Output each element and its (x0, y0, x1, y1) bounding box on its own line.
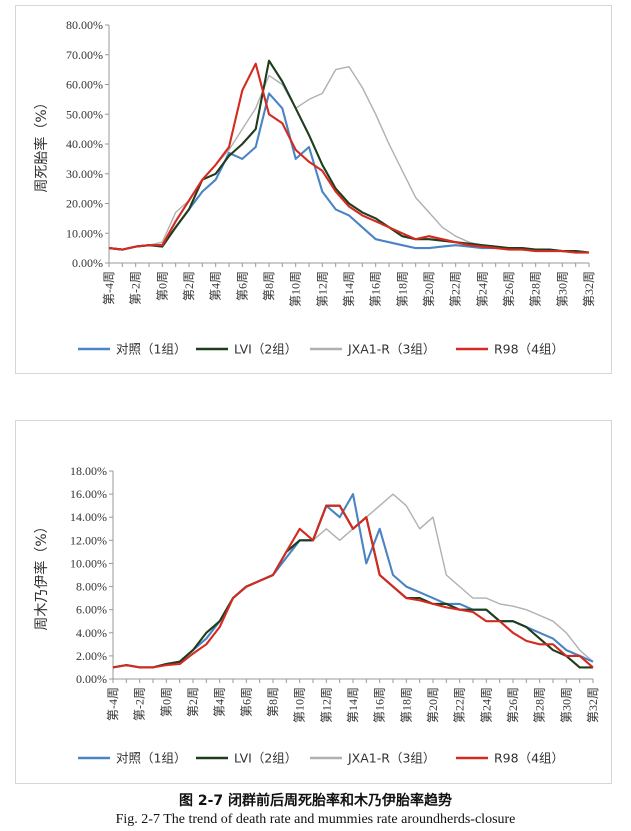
y-tick-label: 70.00% (66, 48, 103, 62)
x-tick-label: 第12周 (319, 687, 333, 723)
figure-caption-zh: 图 2-7 闭群前后周死胎率和木乃伊胎率趋势 (178, 793, 453, 809)
series-line-1 (108, 59, 590, 254)
x-tick-label: 第16周 (373, 687, 387, 723)
y-tick-label: 4.00% (76, 626, 107, 640)
x-tick-label: 第14周 (346, 687, 360, 723)
x-tick-label: 第18周 (395, 271, 409, 307)
legend-label: R98（4组） (494, 751, 564, 766)
x-tick-label: 第8周 (262, 271, 276, 301)
x-tick-label: 第6周 (235, 271, 249, 301)
legend-label: JXA1-R（3组） (347, 751, 435, 766)
series-line-1 (112, 504, 593, 669)
series-line-0 (112, 493, 594, 669)
y-tick-label: 30.00% (66, 167, 103, 181)
y-tick-label: 14.00% (70, 510, 107, 524)
y-tick-label: 6.00% (76, 603, 107, 617)
x-tick-label: 第-2周 (129, 271, 143, 305)
y-tick-label: 10.00% (70, 556, 107, 570)
y-axis-title: 周木乃伊率（%） (33, 519, 50, 630)
x-tick-label: 第32周 (582, 271, 596, 307)
figure-caption-en: Fig. 2-7 The trend of death rate and mum… (115, 812, 516, 827)
y-tick-label: 10.00% (66, 226, 103, 240)
x-tick-label: 第-4周 (106, 687, 120, 721)
mummies-rate-chart: 0.00% 2.00% 4.00% 6.00% 8.00% 10.00% 12.00% 14.… (33, 464, 600, 766)
x-tick-label: 第30周 (555, 271, 569, 307)
x-tick-label: 第26周 (506, 687, 520, 723)
x-tick-label: 第24周 (475, 271, 489, 307)
x-tick-label: 第26周 (502, 271, 516, 307)
death-rate-chart: 0.00% 10.00% 20.00% 30.00% 40.00% 50.00% 60.00… (33, 18, 596, 357)
x-tick-label: 第6周 (239, 687, 253, 717)
y-axis-title: 周死胎率（%） (33, 95, 50, 192)
x-tick-label: 第0周 (155, 271, 169, 301)
y-tick-label: 80.00% (66, 18, 103, 32)
x-tick-label: 第28周 (533, 687, 547, 723)
series-line-2 (112, 493, 594, 669)
y-tick-label: 16.00% (70, 487, 107, 501)
legend-label: 对照（1组） (116, 342, 186, 357)
legend-label: LVI（2组） (234, 342, 297, 357)
x-tick-label: 第16周 (369, 271, 383, 307)
y-tick-label: 40.00% (66, 137, 103, 151)
x-tick-label: 第24周 (479, 687, 493, 723)
legend-label: 对照（1组） (116, 751, 186, 766)
x-tick-label: 第0周 (159, 687, 173, 717)
x-tick-label: 第20周 (422, 271, 436, 307)
y-tick-label: 12.00% (70, 533, 107, 547)
series-line-3 (112, 504, 594, 669)
mummies-rate-chart-panel: 0.00% 2.00% 4.00% 6.00% 8.00% 10.00% 12.00% 14.… (15, 420, 612, 784)
x-tick-label: 第10周 (293, 687, 307, 723)
x-tick-label: 第22周 (449, 271, 463, 307)
x-tick-label: 第-2周 (133, 687, 147, 721)
series-line-0 (108, 92, 590, 254)
x-tick-label: 第32周 (586, 687, 600, 723)
x-tick-label: 第12周 (315, 271, 329, 307)
y-tick-label: 18.00% (70, 464, 107, 478)
series-line-2 (108, 66, 590, 254)
x-tick-label: 第4周 (213, 687, 227, 717)
legend-label: LVI（2组） (234, 751, 297, 766)
x-tick-label: 第-4周 (102, 271, 116, 305)
x-tick-label: 第18周 (399, 687, 413, 723)
x-tick-label: 第2周 (186, 687, 200, 717)
x-tick-label: 第14周 (342, 271, 356, 307)
x-tick-label: 第8周 (266, 687, 280, 717)
y-tick-label: 20.00% (66, 197, 103, 211)
y-tick-label: 8.00% (76, 580, 107, 594)
y-tick-label: 0.00% (76, 672, 107, 686)
legend-label: JXA1-R（3组） (347, 342, 435, 357)
y-tick-label: 2.00% (76, 649, 107, 663)
y-tick-label: 0.00% (72, 256, 103, 270)
x-tick-label: 第20周 (426, 687, 440, 723)
series-line-3 (108, 62, 589, 254)
x-tick-label: 第28周 (529, 271, 543, 307)
x-tick-label: 第2周 (182, 271, 196, 301)
y-tick-label: 60.00% (66, 78, 103, 92)
x-tick-label: 第30周 (559, 687, 573, 723)
legend-label: R98（4组） (494, 342, 564, 357)
death-rate-chart-panel: 0.00% 10.00% 20.00% 30.00% 40.00% 50.00% 60.00… (15, 5, 612, 374)
x-tick-label: 第4周 (209, 271, 223, 301)
x-tick-label: 第10周 (289, 271, 303, 307)
y-tick-label: 50.00% (66, 107, 103, 121)
x-tick-label: 第22周 (453, 687, 467, 723)
